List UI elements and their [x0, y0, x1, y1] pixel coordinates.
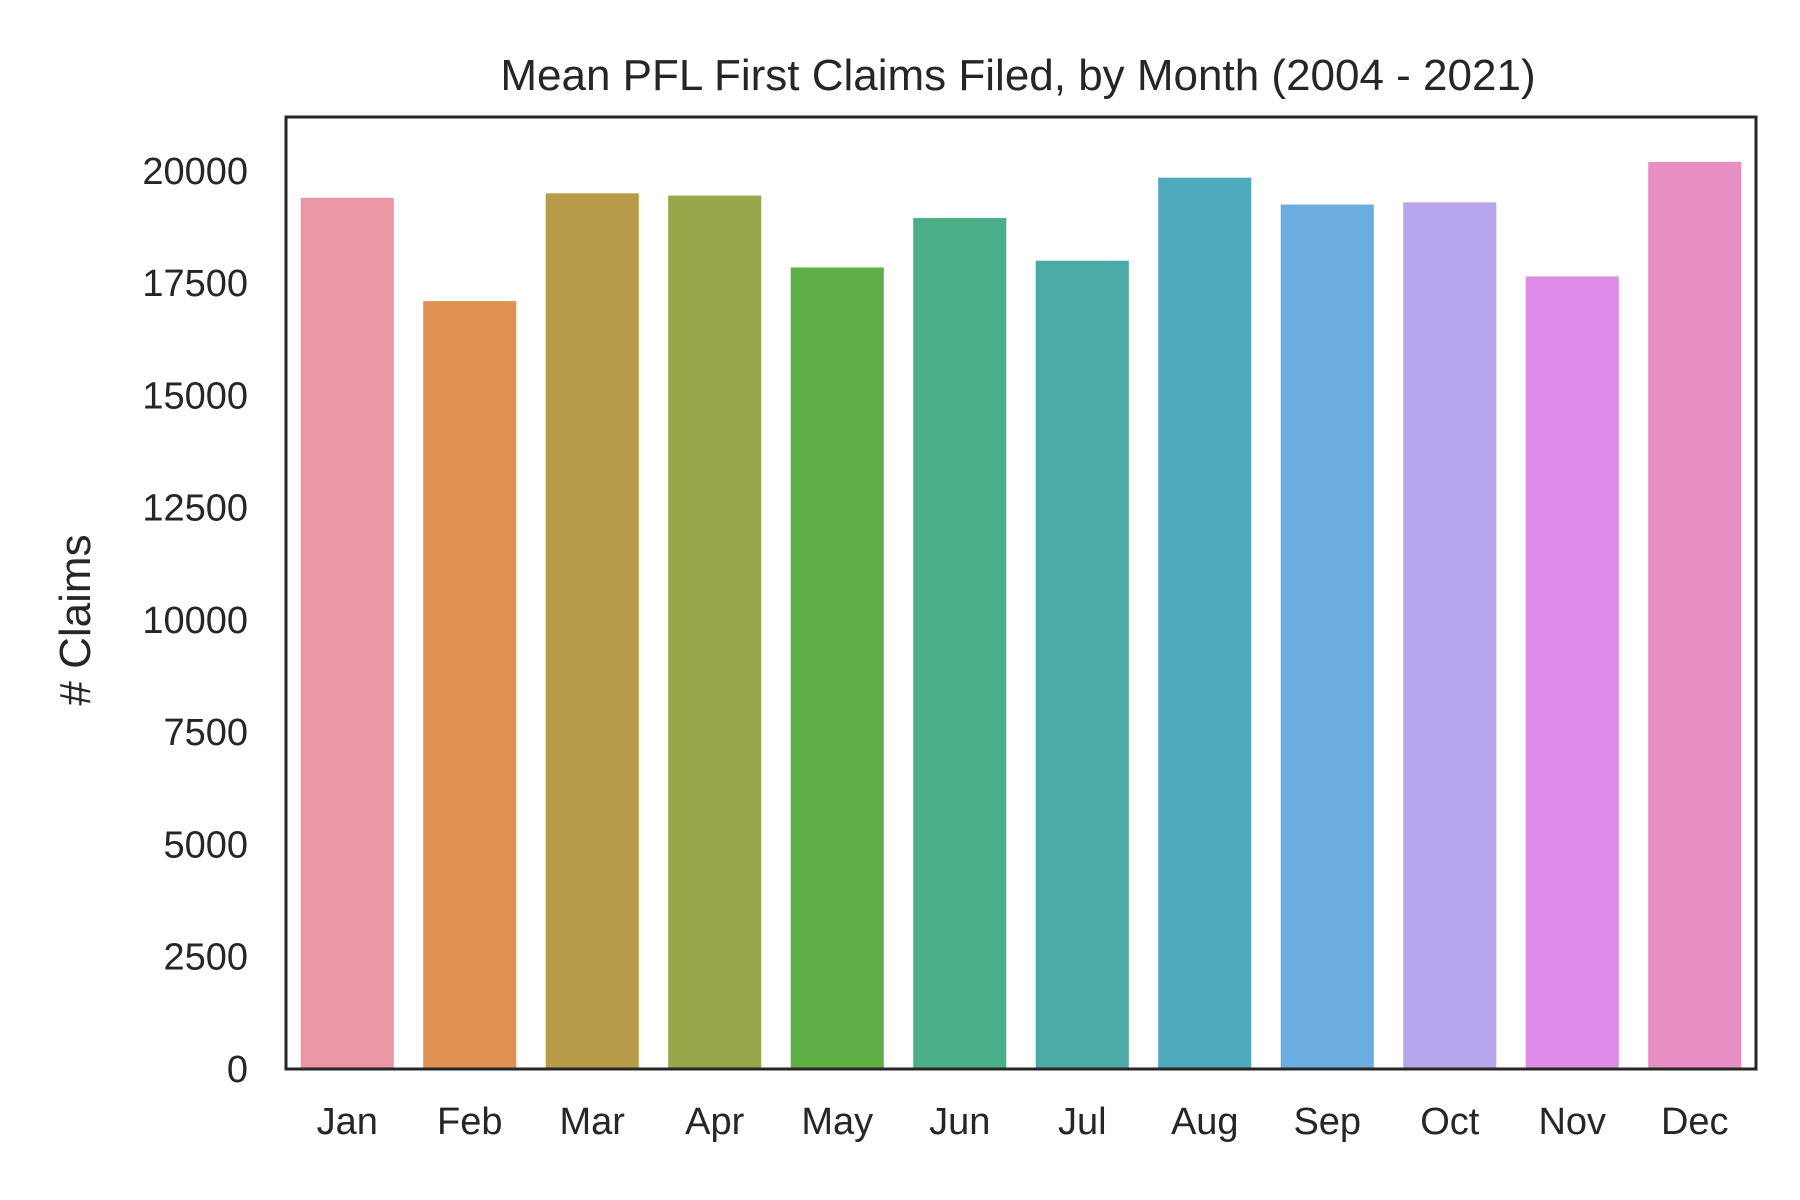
- bar-jan: [300, 197, 394, 1069]
- bar-mar: [545, 193, 639, 1070]
- bars-group: [300, 161, 1742, 1070]
- x-tick-label-may: May: [801, 1101, 873, 1143]
- bar-feb: [423, 301, 517, 1069]
- y-tick-label-10000: 10000: [142, 600, 248, 642]
- y-tick-label-12500: 12500: [142, 488, 248, 530]
- plot-frame: [284, 115, 1758, 1071]
- chart-title: Mean PFL First Claims Filed, by Month (2…: [500, 51, 1535, 100]
- bar-dec: [1648, 161, 1742, 1070]
- x-tick-label-feb: Feb: [437, 1101, 502, 1143]
- bar-nov: [1525, 276, 1619, 1069]
- bar-may: [790, 267, 884, 1069]
- y-tick-label-20000: 20000: [142, 151, 248, 193]
- x-tick-label-apr: Apr: [685, 1101, 744, 1143]
- y-tick-labels: 0 2500 5000 7500 10000 12500 15000 17500 20000: [142, 151, 248, 1091]
- x-tick-label-oct: Oct: [1420, 1101, 1480, 1143]
- bar-oct: [1403, 202, 1497, 1070]
- x-tick-label-jul: Jul: [1058, 1101, 1107, 1143]
- y-tick-label-17500: 17500: [142, 263, 248, 305]
- x-tick-label-jan: Jan: [317, 1101, 378, 1143]
- x-tick-label-aug: Aug: [1171, 1101, 1239, 1143]
- bar-jun: [913, 218, 1007, 1070]
- bar-jul: [1035, 260, 1129, 1069]
- x-tick-label-nov: Nov: [1538, 1101, 1606, 1143]
- bar-aug: [1158, 177, 1252, 1070]
- y-axis-label: # Claims: [51, 534, 100, 705]
- x-tick-labels: Jan Feb Mar Apr May Jun Jul Aug Sep Oct Nov Dec: [317, 1101, 1729, 1143]
- y-tick-label-0: 0: [227, 1049, 248, 1091]
- y-tick-label-5000: 5000: [163, 824, 248, 866]
- y-tick-label-7500: 7500: [163, 712, 248, 754]
- x-tick-label-sep: Sep: [1293, 1101, 1361, 1143]
- x-tick-label-dec: Dec: [1661, 1101, 1729, 1143]
- bar-apr: [668, 195, 762, 1069]
- bar-sep: [1280, 204, 1374, 1069]
- y-tick-label-2500: 2500: [163, 937, 248, 979]
- x-tick-label-jun: Jun: [929, 1101, 990, 1143]
- x-tick-label-mar: Mar: [560, 1101, 626, 1143]
- y-tick-label-15000: 15000: [142, 375, 248, 417]
